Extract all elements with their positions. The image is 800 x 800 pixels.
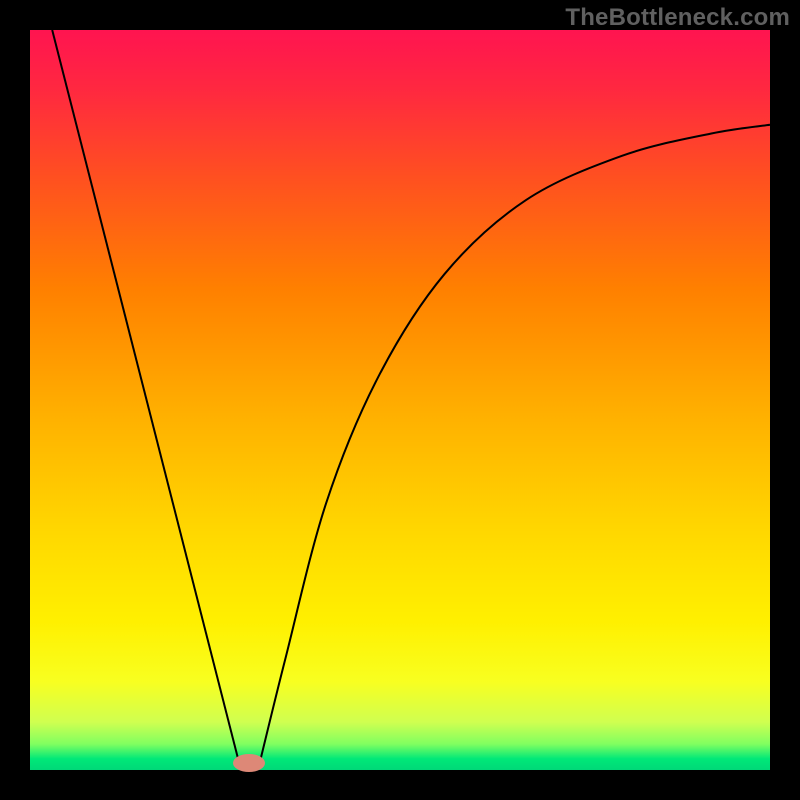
watermark-text: TheBottleneck.com [565, 4, 790, 32]
chart-svg [30, 30, 770, 770]
min-marker [233, 754, 265, 772]
gradient-background [30, 30, 770, 770]
chart-root: { "watermark": { "text": "TheBottleneck.… [0, 0, 800, 800]
plot-area [30, 30, 770, 770]
